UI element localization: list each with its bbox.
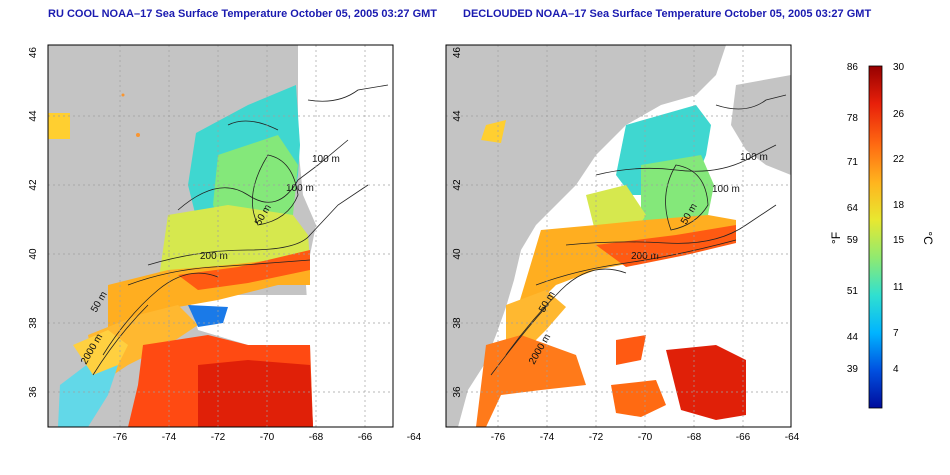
isobath-contours: [490, 94, 787, 376]
x-tick: -64: [407, 432, 422, 443]
celsius-unit-label: °C: [921, 231, 935, 245]
map-left: 100 m 100 m 50 m 200 m 50 m 2000 m: [47, 44, 394, 428]
label-100m-a: 100 m: [740, 152, 768, 163]
left-y-axis: 46 44 42 40 38 36: [28, 47, 39, 398]
colorbar-gradient: [868, 65, 883, 409]
label-100m-a: 100 m: [312, 154, 340, 165]
fahrenheit-tick: 86: [847, 62, 859, 73]
fahrenheit-tick: 78: [847, 113, 859, 124]
y-tick: 40: [28, 248, 39, 260]
label-100m-b: 100 m: [286, 183, 314, 194]
label-200m: 200 m: [200, 251, 228, 262]
map-right: 100 m 100 m 50 m 200 m 50 m 2000 m: [445, 44, 792, 428]
celsius-tick: 15: [893, 235, 905, 246]
celsius-tick: 30: [893, 62, 905, 73]
y-tick: 44: [28, 110, 39, 122]
x-tick: -72: [211, 432, 226, 443]
map-frame: [47, 44, 394, 428]
x-tick: -70: [260, 432, 275, 443]
x-tick: -74: [162, 432, 177, 443]
y-tick: 36: [452, 386, 463, 398]
y-tick: 42: [28, 179, 39, 191]
colorbar: 86 78 71 64 59 51 44 39 30 26 22 18 15 1…: [829, 62, 935, 409]
fahrenheit-tick: 59: [847, 235, 859, 246]
celsius-tick: 26: [893, 109, 905, 120]
y-tick: 46: [452, 47, 463, 59]
right-x-axis: -76 -74 -72 -70 -68 -66 -64: [491, 432, 800, 443]
x-tick: -68: [309, 432, 324, 443]
x-tick: -68: [687, 432, 702, 443]
x-tick: -76: [491, 432, 506, 443]
fahrenheit-tick: 71: [847, 157, 859, 168]
celsius-tick: 7: [893, 328, 899, 339]
y-tick: 40: [452, 248, 463, 260]
left-x-axis: -76 -74 -72 -70 -68 -66 -64: [113, 432, 422, 443]
map-left-title: RU COOL NOAA–17 Sea Surface Temperature …: [48, 8, 438, 20]
y-tick: 38: [452, 317, 463, 329]
map-frame: [445, 44, 792, 428]
right-y-axis: 46 44 42 40 38 36: [452, 47, 463, 398]
x-tick: -66: [736, 432, 751, 443]
graticule: [48, 45, 393, 427]
graticule: [446, 45, 791, 427]
map-right-title: DECLOUDED NOAA–17 Sea Surface Temperatur…: [463, 8, 872, 20]
fahrenheit-tick: 51: [847, 286, 859, 297]
fahrenheit-tick: 44: [847, 332, 859, 343]
x-tick: -66: [358, 432, 373, 443]
label-100m-b: 100 m: [712, 184, 740, 195]
y-tick: 38: [28, 317, 39, 329]
celsius-tick: 11: [893, 282, 904, 293]
x-tick: -64: [785, 432, 800, 443]
isobath-contours: [92, 84, 389, 376]
x-tick: -74: [540, 432, 555, 443]
fahrenheit-tick: 64: [847, 203, 859, 214]
ocean-nodata: [298, 45, 393, 427]
x-tick: -76: [113, 432, 128, 443]
fahrenheit-tick: 39: [847, 364, 859, 375]
celsius-tick: 4: [893, 364, 899, 375]
colorbar-right-ticks: 30 26 22 18 15 11 7 4: [893, 62, 905, 375]
colorbar-left-ticks: 86 78 71 64 59 51 44 39: [847, 62, 859, 375]
y-tick: 36: [28, 386, 39, 398]
celsius-tick: 22: [893, 154, 905, 165]
x-tick: -70: [638, 432, 653, 443]
y-tick: 44: [452, 110, 463, 122]
x-tick: -72: [589, 432, 604, 443]
y-tick: 46: [28, 47, 39, 59]
y-tick: 42: [452, 179, 463, 191]
celsius-tick: 18: [893, 200, 905, 211]
land-area: [446, 45, 726, 427]
fahrenheit-unit-label: °F: [829, 232, 843, 244]
